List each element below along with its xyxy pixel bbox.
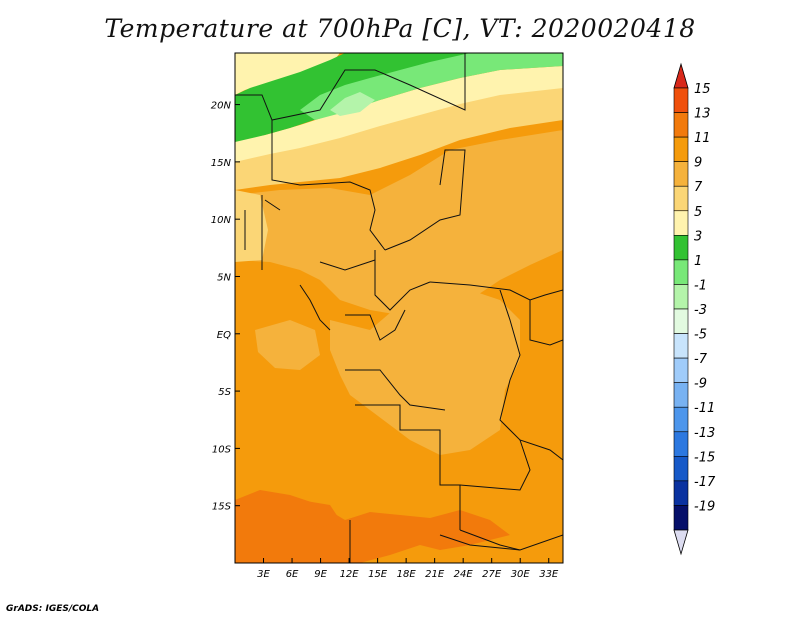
field-5-7-band [235,85,563,190]
field-neg3-neg1 [330,92,375,116]
colorbar-label: 7 [694,180,703,195]
lon-tick-label: 15E [368,569,388,580]
colorbar-swatch [673,480,689,506]
colorbar-swatch [673,284,689,310]
colorbar-label: -13 [694,426,715,441]
colorbar-swatch [673,161,689,187]
chart-title: Temperature at 700hPa [C], VT: 202002041… [104,14,696,43]
lon-tick-label: 30E [511,569,531,580]
colorbar-swatch [673,210,689,236]
colorbar-swatch [673,259,689,285]
lon-tick-label: 6E [286,569,299,580]
colorbar-label: -5 [694,328,707,343]
lat-tick-label: 5S [218,387,231,398]
colorbar-swatch [673,406,689,433]
colorbar-low-arrow [673,529,689,556]
colorbar-swatch [673,112,689,138]
field-5-7-west [235,190,268,262]
colorbar-swatch [673,308,689,334]
lat-tick-label: 10N [211,215,232,226]
lat-tick-label: 15N [211,158,232,169]
colorbar-label: -7 [694,352,708,367]
lat-tick-label: 20N [211,101,232,112]
lat-tick-label: 10S [212,444,232,455]
lon-tick-label: 18E [397,569,417,580]
colorbar-swatch [673,333,689,359]
colorbar-label: -19 [694,499,715,514]
field-7-9-congo [330,285,520,455]
country-borders [235,53,563,563]
lon-tick-label: 3E [257,569,270,580]
colorbar-label: 9 [694,156,702,171]
lon-tick-label: 9E [314,569,327,580]
field-3-5-band [235,66,563,162]
lon-axis: 3E 6E 9E 12E 15E 18E 21E 24E 27E 30E 33E [257,558,559,580]
field-7-9-north [235,130,563,315]
colorbar-label: -17 [694,475,716,490]
colorbar-label: -15 [694,450,715,465]
colorbar-swatch [673,185,689,212]
colorbar-swatch [673,136,689,162]
colorbar-swatch [673,87,689,113]
colorbar-label: 3 [694,229,702,244]
lon-tick-label: 12E [340,569,360,580]
colorbar-label: 15 [694,82,711,97]
colorbar-label: -9 [694,377,707,392]
colorbar-swatch [673,235,689,261]
colorbar-label: 13 [694,107,711,122]
colorbar-swatch [673,382,689,408]
colorbar-label: -11 [694,401,715,416]
colorbar-swatch [673,505,689,531]
colorbar: 15 13 11 9 7 5 3 1 -1 -3 -5 -7 -9 -11 -13 -15 -17 -19 [673,62,716,556]
colorbar-swatch [673,456,689,482]
colorbar-swatch [673,357,689,383]
colorbar-swatch [673,431,689,457]
map-frame [234,52,564,564]
colorbar-label: -3 [694,303,707,318]
lon-tick-label: 33E [539,569,559,580]
lon-tick-label: 21E [425,569,445,580]
lat-tick-label: 5N [217,272,231,283]
lat-tick-label: 15S [212,502,232,513]
colorbar-high-arrow [673,62,689,89]
grads-credit: GrADS: IGES/COLA [6,604,100,614]
colorbar-label: 5 [694,205,702,220]
lon-tick-label: 24E [454,569,474,580]
map-plot-area [234,52,564,564]
colorbar-label: -1 [694,278,707,293]
field-7-9-west [255,320,320,370]
lat-tick-label: EQ [217,330,231,341]
field-11-13-lakes [300,500,340,528]
lon-tick-label: 27E [482,569,502,580]
colorbar-label: 11 [694,131,711,146]
lat-axis: 20N 15N 10N 5N EQ 5S 10S 15S [211,101,240,513]
colorbar-label: 1 [694,254,702,269]
